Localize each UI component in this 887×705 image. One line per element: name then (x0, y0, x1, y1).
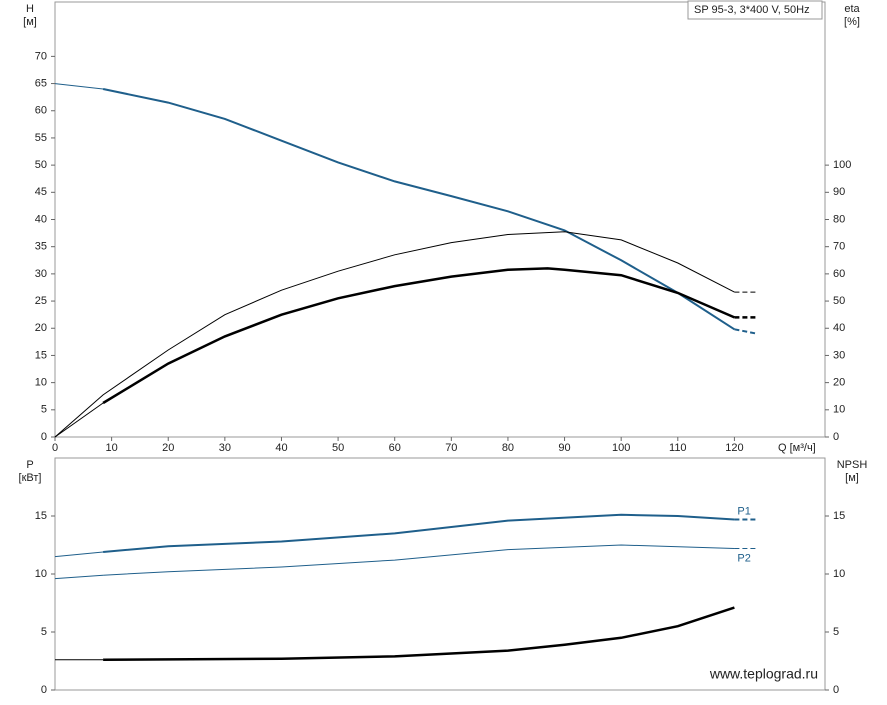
y2-tick-label: 70 (833, 241, 845, 253)
y2-axis-unit: [%] (844, 16, 860, 28)
curve (54, 574, 104, 580)
y2-tick-label: 5 (833, 626, 839, 638)
y-tick-label: 15 (35, 349, 47, 361)
y-tick-label: 45 (35, 186, 47, 198)
y-tick-label: 0 (41, 684, 47, 696)
y-tick-label: 70 (35, 50, 47, 62)
y2-tick-label: 90 (833, 186, 845, 198)
curve (54, 551, 104, 558)
y2-tick-label: 50 (833, 295, 845, 307)
y2-axis-unit: [м] (845, 472, 859, 484)
x-tick-label: 50 (332, 442, 344, 454)
series-label: P2 (737, 552, 750, 564)
curve (103, 606, 735, 662)
y-tick-label: 30 (35, 268, 47, 280)
y-tick-label: 40 (35, 213, 47, 225)
y2-tick-label: 80 (833, 213, 845, 225)
x-tick-label: 70 (445, 442, 457, 454)
y-tick-label: 65 (35, 77, 47, 89)
y-axis-label: H (26, 3, 34, 15)
curve (54, 83, 104, 90)
y2-tick-label: 15 (833, 510, 845, 522)
y-axis-unit: [м] (23, 16, 37, 28)
x-tick-label: 100 (612, 442, 630, 454)
curve (54, 402, 104, 438)
x-tick-label: 110 (669, 442, 687, 454)
y-tick-label: 15 (35, 510, 47, 522)
y2-tick-label: 60 (833, 268, 845, 280)
y-tick-label: 10 (35, 377, 47, 389)
y-tick-label: 60 (35, 105, 47, 117)
plot-frame (54, 1, 826, 438)
title-box (687, 0, 823, 20)
y2-tick-label: 30 (833, 349, 845, 361)
x-tick-label: 120 (725, 442, 743, 454)
y-tick-label: 20 (35, 322, 47, 334)
y-tick-label: 35 (35, 241, 47, 253)
curve (102, 267, 735, 405)
x-tick-label: 30 (219, 442, 231, 454)
y-tick-label: 5 (41, 404, 47, 416)
y-tick-label: 5 (41, 626, 47, 638)
watermark: www.teplograd.ru (709, 666, 818, 682)
y-tick-label: 0 (41, 431, 47, 443)
y-axis-unit: [кВт] (19, 472, 42, 484)
x-tick-label: 80 (502, 442, 514, 454)
y2-axis-label: eta (844, 3, 860, 15)
x-tick-label: 60 (389, 442, 401, 454)
y-axis-label: P (26, 459, 33, 471)
curve (102, 88, 735, 331)
x-tick-label: 0 (52, 442, 58, 454)
y-tick-label: 55 (35, 132, 47, 144)
y2-tick-label: 20 (833, 377, 845, 389)
curve (103, 513, 735, 553)
y2-tick-label: 0 (833, 684, 839, 696)
x-tick-label: 10 (105, 442, 117, 454)
y2-tick-label: 100 (833, 159, 851, 171)
y2-tick-label: 40 (833, 322, 845, 334)
x-tick-label: 20 (162, 442, 174, 454)
series-label: P1 (737, 505, 750, 517)
x-axis-label: Q [м³/ч] (778, 442, 816, 454)
y2-tick-label: 10 (833, 404, 845, 416)
chart-title: SP 95-3, 3*400 V, 50Hz (694, 4, 810, 16)
x-tick-label: 90 (558, 442, 570, 454)
y2-axis-label: NPSH (837, 459, 868, 471)
y2-tick-label: 10 (833, 568, 845, 580)
y-tick-label: 25 (35, 295, 47, 307)
x-tick-label: 40 (275, 442, 287, 454)
curve (103, 544, 735, 576)
y-tick-label: 50 (35, 159, 47, 171)
y-tick-label: 10 (35, 568, 47, 580)
curve (54, 231, 735, 438)
curve (734, 328, 758, 335)
y2-tick-label: 0 (833, 431, 839, 443)
